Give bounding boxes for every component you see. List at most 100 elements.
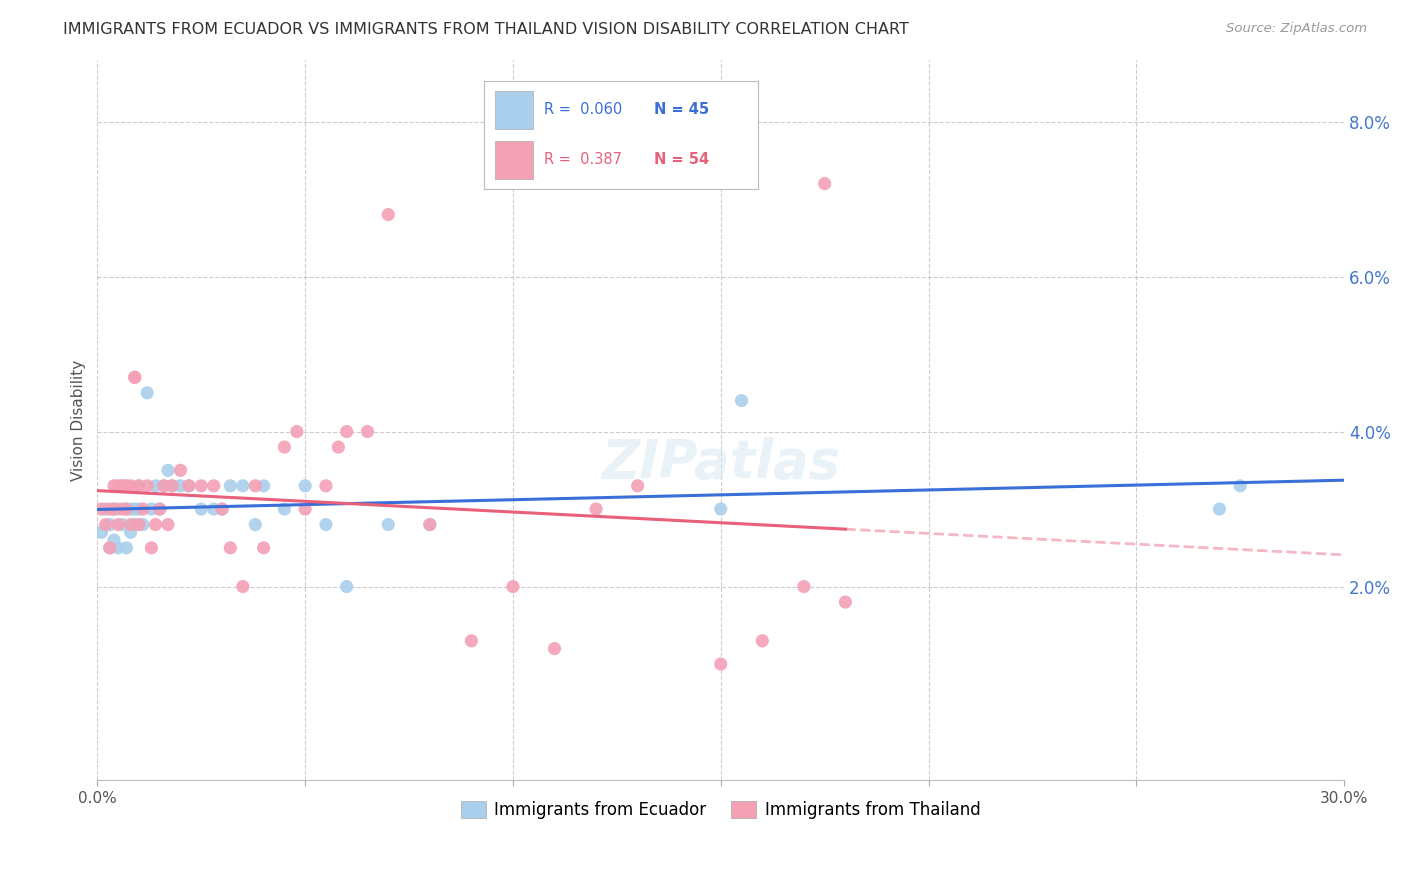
Point	[124, 370, 146, 384]
Point	[252, 541, 274, 555]
Point	[252, 479, 274, 493]
Point	[111, 517, 134, 532]
Point	[245, 517, 267, 532]
Point	[710, 502, 733, 516]
Point	[115, 541, 138, 555]
Point	[219, 541, 242, 555]
Point	[156, 517, 179, 532]
Point	[160, 479, 183, 493]
Point	[136, 479, 159, 493]
Point	[356, 425, 378, 439]
Text: Source: ZipAtlas.com: Source: ZipAtlas.com	[1226, 22, 1367, 36]
Point	[107, 502, 129, 516]
Point	[111, 479, 134, 493]
Point	[710, 657, 733, 671]
Point	[160, 479, 183, 493]
Point	[124, 502, 146, 516]
Point	[232, 580, 254, 594]
Point	[136, 385, 159, 400]
Point	[111, 502, 134, 516]
Point	[232, 479, 254, 493]
Point	[145, 517, 167, 532]
Point	[1229, 479, 1251, 493]
Point	[460, 633, 482, 648]
Point	[245, 479, 267, 493]
Point	[336, 425, 359, 439]
Point	[730, 393, 752, 408]
Point	[419, 517, 441, 532]
Point	[107, 479, 129, 493]
Point	[141, 502, 163, 516]
Point	[834, 595, 856, 609]
Point	[94, 502, 117, 516]
Point	[156, 463, 179, 477]
Point	[543, 641, 565, 656]
Legend: Immigrants from Ecuador, Immigrants from Thailand: Immigrants from Ecuador, Immigrants from…	[454, 795, 987, 826]
Text: ZIPatlas: ZIPatlas	[602, 437, 841, 489]
Point	[103, 502, 125, 516]
Point	[128, 502, 150, 516]
Point	[585, 502, 607, 516]
Point	[294, 479, 316, 493]
Point	[107, 541, 129, 555]
Point	[149, 502, 172, 516]
Point	[419, 517, 441, 532]
Point	[793, 580, 815, 594]
Point	[153, 479, 176, 493]
Text: IMMIGRANTS FROM ECUADOR VS IMMIGRANTS FROM THAILAND VISION DISABILITY CORRELATIO: IMMIGRANTS FROM ECUADOR VS IMMIGRANTS FR…	[63, 22, 910, 37]
Point	[177, 479, 200, 493]
Point	[103, 533, 125, 547]
Point	[115, 502, 138, 516]
Point	[90, 502, 112, 516]
Point	[128, 517, 150, 532]
Point	[177, 479, 200, 493]
Point	[336, 580, 359, 594]
Point	[128, 479, 150, 493]
Point	[98, 502, 121, 516]
Point	[273, 502, 295, 516]
Point	[98, 541, 121, 555]
Point	[211, 502, 233, 516]
Point	[120, 502, 142, 516]
Point	[128, 479, 150, 493]
Point	[132, 502, 155, 516]
Point	[211, 502, 233, 516]
Point	[294, 502, 316, 516]
Point	[145, 479, 167, 493]
Point	[149, 502, 172, 516]
Point	[202, 502, 225, 516]
Point	[169, 463, 191, 477]
Point	[115, 502, 138, 516]
Point	[98, 541, 121, 555]
Point	[219, 479, 242, 493]
Point	[315, 517, 337, 532]
Point	[377, 208, 399, 222]
Point	[627, 479, 650, 493]
Point	[115, 479, 138, 493]
Point	[120, 479, 142, 493]
Point	[502, 580, 524, 594]
Point	[141, 541, 163, 555]
Point	[124, 370, 146, 384]
Y-axis label: Vision Disability: Vision Disability	[72, 359, 86, 481]
Point	[132, 517, 155, 532]
Point	[107, 517, 129, 532]
Point	[285, 425, 308, 439]
Point	[111, 479, 134, 493]
Point	[202, 479, 225, 493]
Point	[315, 479, 337, 493]
Point	[328, 440, 350, 454]
Point	[124, 517, 146, 532]
Point	[751, 633, 773, 648]
Point	[94, 517, 117, 532]
Point	[120, 517, 142, 532]
Point	[153, 479, 176, 493]
Point	[1208, 502, 1230, 516]
Point	[103, 502, 125, 516]
Point	[377, 517, 399, 532]
Point	[103, 479, 125, 493]
Point	[120, 525, 142, 540]
Point	[98, 517, 121, 532]
Point	[169, 479, 191, 493]
Point	[273, 440, 295, 454]
